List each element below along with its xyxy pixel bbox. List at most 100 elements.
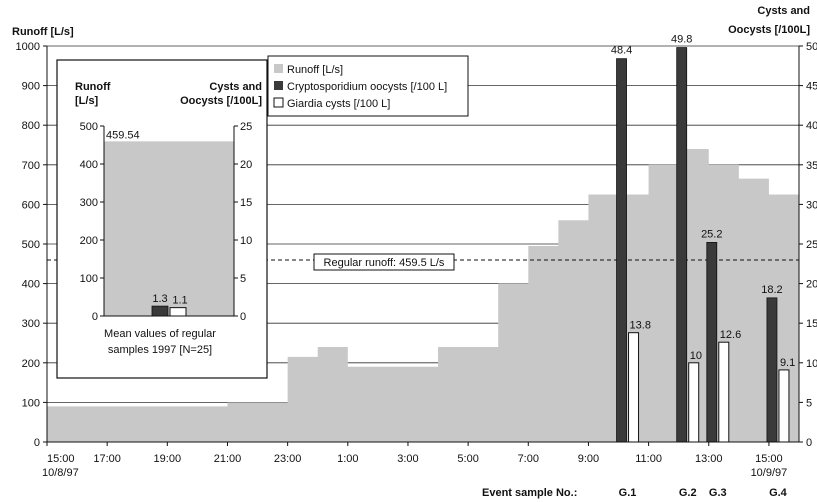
y-right-tick-label: 5 (806, 397, 812, 409)
main-tick-labels: 0100200300400500600700800900100005101520… (16, 41, 817, 479)
x-tick-label: 15:00 (755, 453, 783, 465)
event-sample-id: G.4 (769, 487, 788, 499)
inset-y-right-tick-label: 10 (240, 235, 252, 247)
inset-y-left-title-line2: [L/s] (75, 95, 99, 107)
inset-y-right-title-line2: Oocysts [/100L] (180, 95, 262, 107)
y-right-tick-label: 45 (806, 81, 817, 93)
inset-y-right-tick-label: 0 (240, 311, 246, 323)
legend-label-runoff: Runoff [L/s] (287, 64, 343, 76)
giardia-value-label: 10 (690, 350, 702, 362)
inset-y-left-tick-label: 500 (80, 121, 98, 133)
inset-y-left-tick-label: 200 (80, 235, 98, 247)
crypto-bar (706, 242, 718, 443)
inset-caption-line2: samples 1997 [N=25] (108, 344, 212, 356)
inset-crypto-bar (151, 305, 169, 317)
x-tick-label: 9:00 (578, 453, 599, 465)
crypto-value-label: 49.8 (671, 34, 692, 46)
legend-label-crypto: Cryptosporidium oocysts [/100 L] (287, 81, 447, 93)
y-right-axis-title-line2: Oocysts [/100L] (728, 24, 810, 36)
x-tick-label: 5:00 (457, 453, 478, 465)
giardia-bar (778, 369, 790, 443)
y-right-tick-label: 0 (806, 437, 812, 449)
x-tick-date-label: 10/9/97 (751, 467, 788, 479)
giardia-bar (718, 341, 730, 443)
y-right-tick-label: 50 (806, 41, 817, 53)
legend-label-giardia: Giardia cysts [/100 L] (287, 98, 390, 110)
inset-runoff-value-label: 459.54 (106, 129, 140, 141)
y-left-tick-label: 700 (22, 160, 40, 172)
event-sample-id: G.2 (679, 487, 697, 499)
y-left-tick-label: 900 (22, 81, 40, 93)
y-left-tick-label: 1000 (16, 41, 40, 53)
x-tick-label: 7:00 (518, 453, 539, 465)
inset-y-left-title-line1: Runoff (75, 81, 111, 93)
x-tick-label: 11:00 (635, 453, 662, 465)
x-tick-label: 17:00 (93, 453, 121, 465)
event-sample-id: G.1 (619, 487, 637, 499)
giardia-value-label: 13.8 (630, 320, 651, 332)
inset-y-right-title-line1: Cysts and (209, 81, 262, 93)
x-tick-date-label: 10/8/97 (42, 467, 79, 479)
y-left-tick-label: 800 (22, 120, 40, 132)
inset-giardia-value-label: 1.1 (172, 295, 187, 307)
inset-y-right-tick-label: 20 (240, 159, 252, 171)
runoff-area (47, 148, 799, 442)
y-right-axis-title-line1: Cysts and (757, 5, 810, 17)
x-tick-label: 23:00 (274, 453, 302, 465)
inset-caption-line1: Mean values of regular (104, 328, 216, 340)
y-left-tick-label: 300 (22, 318, 40, 330)
y-left-tick-label: 400 (22, 279, 40, 291)
x-tick-label: 3:00 (397, 453, 418, 465)
giardia-bar (688, 362, 700, 443)
inset-chart: Runoff [L/s] Cysts and Oocysts [/100L] 4… (56, 59, 268, 379)
inset-y-left-tick-label: 400 (80, 159, 98, 171)
y-left-tick-label: 100 (22, 397, 40, 409)
y-left-tick-label: 600 (22, 199, 40, 211)
inset-runoff-bar (104, 141, 234, 316)
giardia-bar (628, 332, 640, 443)
y-left-axis-title: Runoff [L/s] (12, 26, 74, 38)
regular-runoff-label-box (313, 253, 455, 271)
event-sample-label: Event sample No.: (482, 487, 577, 499)
inset-crypto-value-label: 1.3 (152, 293, 167, 305)
inset-y-right-tick-label: 15 (240, 197, 252, 209)
legend-swatch-giardia (273, 97, 284, 108)
y-right-tick-label: 40 (806, 120, 817, 132)
y-right-tick-label: 20 (806, 279, 817, 291)
crypto-value-label: 25.2 (701, 228, 722, 240)
y-right-tick-label: 35 (806, 160, 817, 172)
y-left-tick-label: 0 (34, 437, 40, 449)
regular-runoff-label: Regular runoff: 459.5 L/s (324, 257, 445, 269)
legend-swatch-crypto (274, 81, 283, 90)
inset-plot: 459.54 1.3 1.1 0 100 200 300 400 500 0 5 10 15 20 25 (80, 121, 253, 323)
runoff-step-area (47, 148, 799, 442)
x-tick-label: 1:00 (337, 453, 358, 465)
x-tick-label: 13:00 (695, 453, 723, 465)
legend: Runoff [L/s] Cryptosporidium oocysts [/1… (267, 55, 469, 117)
x-tick-label: 15:00 (47, 453, 75, 465)
crypto-bar (616, 58, 627, 443)
inset-giardia-bar (169, 307, 187, 317)
crypto-value-label: 18.2 (761, 284, 782, 296)
inset-y-left-tick-label: 300 (80, 197, 98, 209)
x-tick-label: 19:00 (154, 453, 182, 465)
legend-box (267, 55, 469, 117)
y-left-tick-label: 500 (22, 239, 40, 251)
y-right-tick-label: 30 (806, 199, 817, 211)
y-right-tick-label: 15 (806, 318, 817, 330)
legend-swatch-runoff (274, 64, 283, 73)
y-right-tick-label: 10 (806, 358, 817, 370)
crypto-bar (676, 47, 688, 443)
inset-y-right-tick-label: 25 (240, 121, 252, 133)
inset-y-right-tick-label: 5 (240, 273, 246, 285)
inset-y-left-tick-label: 100 (80, 273, 98, 285)
inset-y-left-tick-label: 0 (92, 311, 98, 323)
giardia-value-label: 12.6 (720, 329, 741, 341)
y-right-tick-label: 25 (806, 239, 817, 251)
giardia-value-label: 9.1 (780, 357, 795, 369)
y-left-tick-label: 200 (22, 358, 40, 370)
crypto-value-label: 48.4 (611, 45, 632, 57)
crypto-bar (766, 297, 778, 443)
event-sample-id: G.3 (709, 487, 727, 499)
